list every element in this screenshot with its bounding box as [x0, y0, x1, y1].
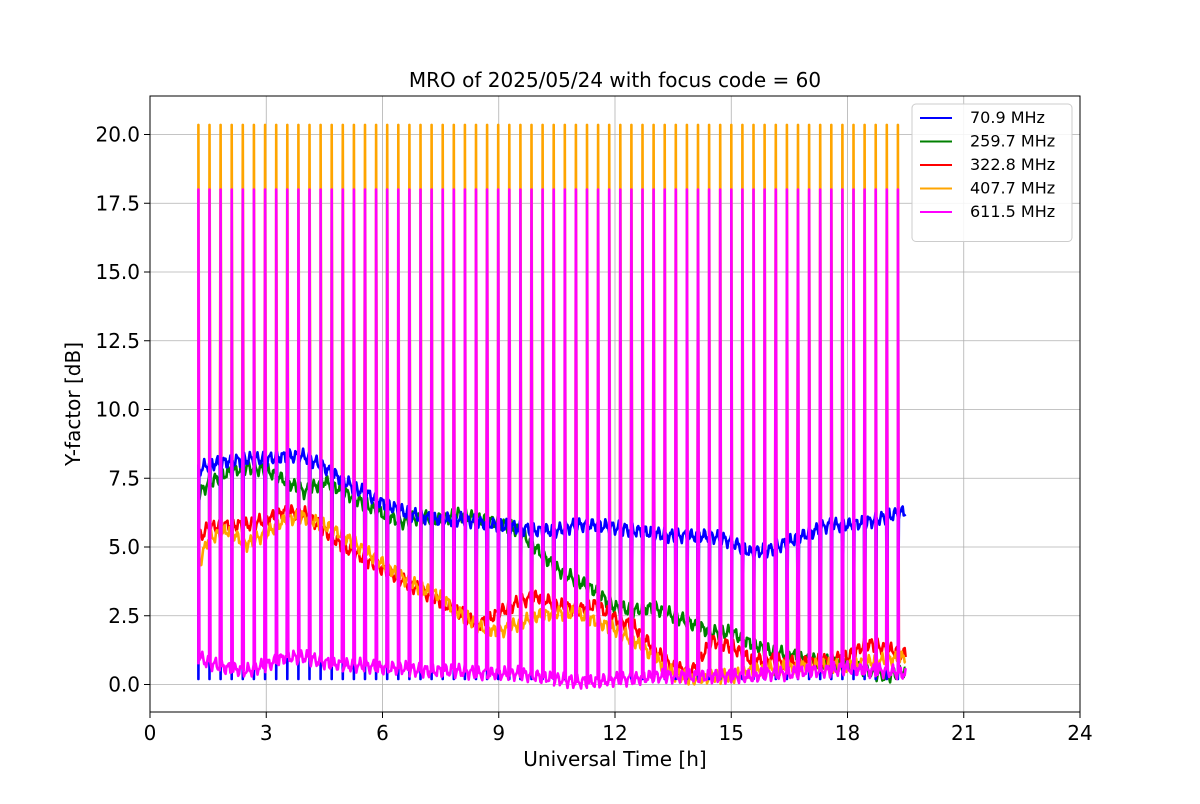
legend-box: [911, 103, 1073, 242]
x-tick-label: 12: [602, 721, 627, 745]
legend-entry-label: 611.5 MHz: [970, 202, 1055, 221]
x-tick-label: 24: [1067, 721, 1092, 745]
y-tick-label: 0.0: [108, 673, 140, 697]
x-tick-label: 15: [719, 721, 744, 745]
legend-entry-label: 259.7 MHz: [970, 132, 1055, 151]
y-tick-label: 12.5: [95, 329, 140, 353]
x-axis-label: Universal Time [h]: [523, 747, 706, 771]
x-tick-label: 3: [260, 721, 273, 745]
y-tick-label: 17.5: [95, 191, 140, 215]
x-tick-label: 21: [951, 721, 976, 745]
ticks: 0 3 6 9 12 15 18 21 24 0.0 2.5 5.0 7.5 10.0 12.5 15.0 17…: [95, 123, 1092, 746]
data-layer: [197, 123, 907, 690]
x-tick-label: 9: [492, 721, 505, 745]
legend-entry-label: 322.8 MHz: [970, 155, 1055, 174]
chart-title: MRO of 2025/05/24 with focus code = 60: [409, 68, 821, 92]
y-axis-label: Y-factor [dB]: [61, 342, 85, 467]
y-tick-label: 20.0: [95, 123, 140, 147]
y-tick-label: 2.5: [108, 604, 140, 628]
y-tick-label: 10.0: [95, 398, 140, 422]
y-tick-label: 7.5: [108, 466, 140, 490]
legend: 70.9 MHz 259.7 MHz 322.8 MHz 407.7 MHz 611.5…: [911, 103, 1073, 242]
series-line: [197, 188, 907, 690]
x-tick-label: 6: [376, 721, 389, 745]
y-tick-label: 5.0: [108, 535, 140, 559]
x-tick-label: 0: [144, 721, 157, 745]
y-tick-label: 15.0: [95, 260, 140, 284]
legend-entry-label: 70.9 MHz: [970, 108, 1045, 127]
legend-entry-label: 407.7 MHz: [970, 179, 1055, 198]
x-tick-label: 18: [835, 721, 860, 745]
